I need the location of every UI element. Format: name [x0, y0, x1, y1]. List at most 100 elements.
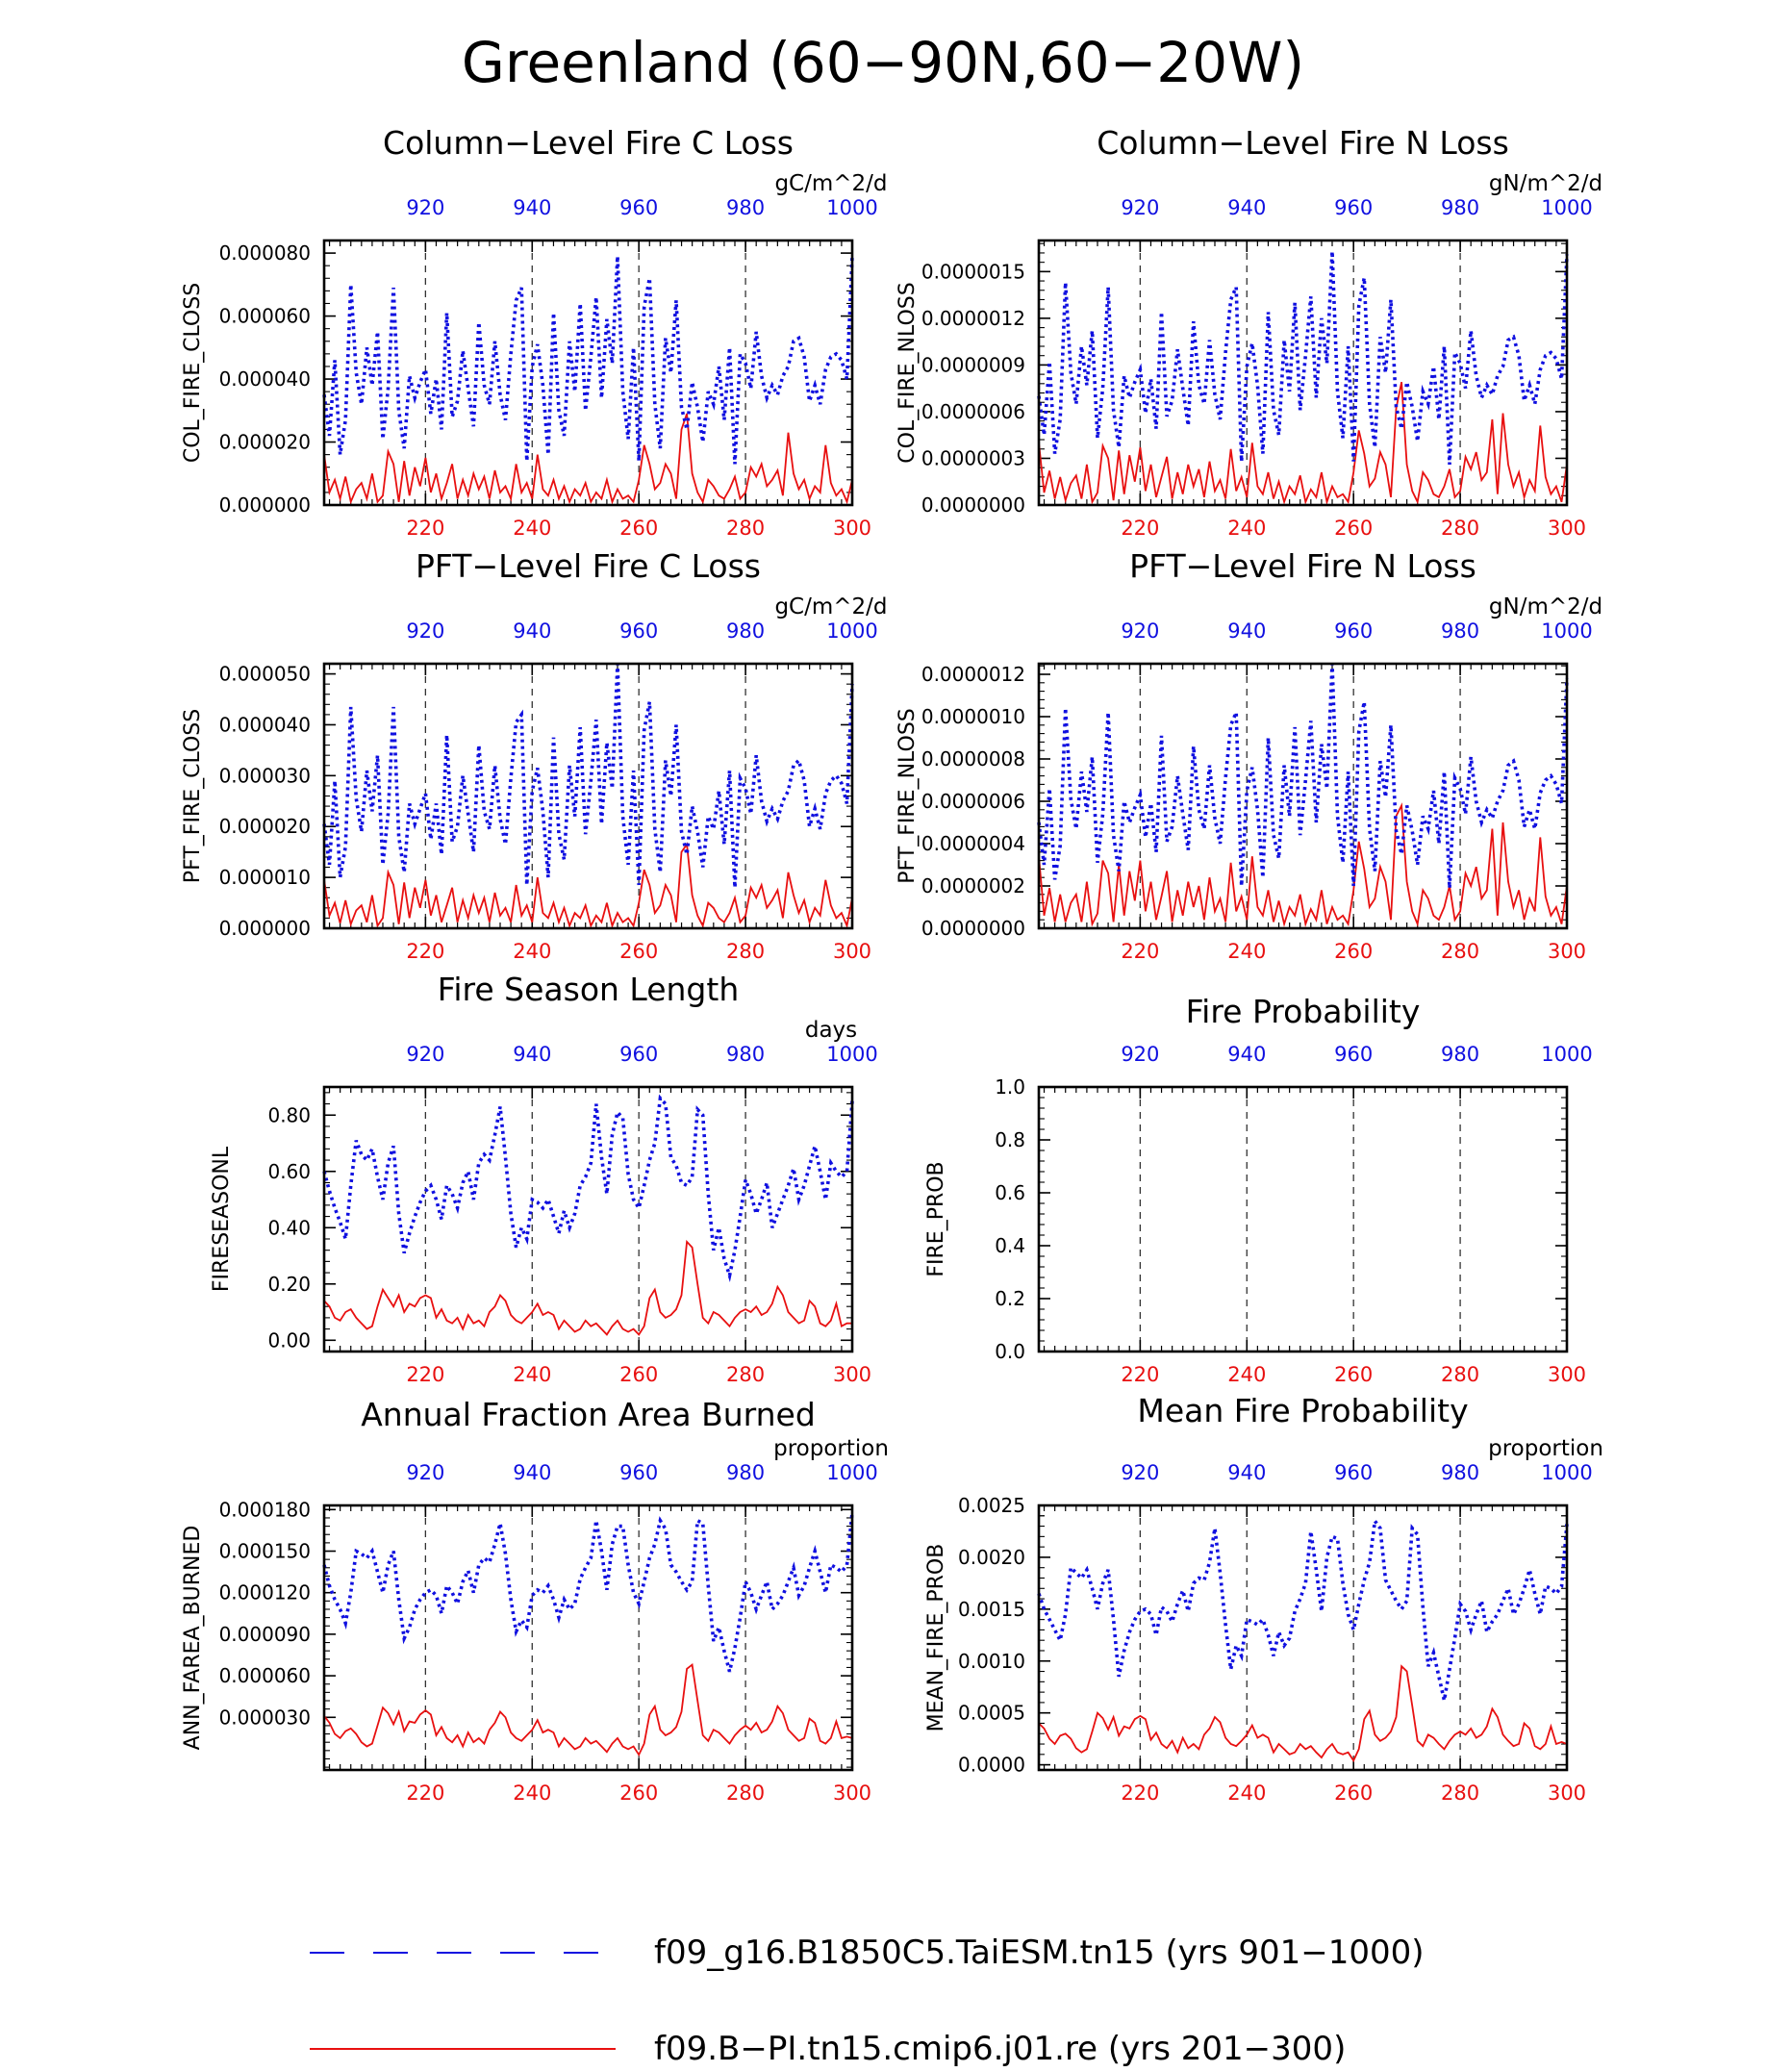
x-top-tick-label: 960: [1334, 196, 1373, 219]
y-tick-label: 0.000030: [219, 764, 311, 787]
series-line-red: [323, 1239, 852, 1336]
chart-panel-2: Column−Level Fire N Loss gN/m^2/d 220 240 26…: [896, 124, 1602, 540]
x-top-tick-label: 940: [1227, 196, 1266, 219]
x-bottom-tick-label: 220: [1121, 1363, 1159, 1386]
series-line-blue: [1037, 663, 1569, 889]
x-top-tick-label: 960: [1334, 1461, 1373, 1484]
plot-frame: [322, 239, 854, 507]
y-tick-label: 0.0000015: [921, 260, 1025, 283]
x-bottom-tick-label: 280: [1441, 1781, 1479, 1805]
y-axis-label: PFT_FIRE_NLOSS: [896, 708, 920, 883]
x-bottom-tick-label: 260: [619, 517, 658, 540]
y-tick-label: 0.20: [267, 1273, 311, 1296]
x-top-tick-label: 960: [619, 196, 658, 219]
series-line-red: [1038, 1664, 1568, 1763]
y-tick-label: 0.000000: [219, 917, 311, 940]
y-tick-label: 0.0025: [958, 1494, 1025, 1517]
series-line-blue: [322, 663, 854, 888]
x-bottom-tick-label: 220: [406, 517, 444, 540]
x-bottom-tick-label: 240: [1227, 1363, 1266, 1386]
x-bottom-tick-label: 280: [726, 1363, 765, 1386]
x-bottom-tick-label: 260: [619, 940, 658, 963]
x-top-tick-label: 1000: [1541, 619, 1592, 643]
x-bottom-tick-label: 260: [1334, 1781, 1373, 1805]
y-tick-label: 0.000040: [219, 367, 311, 391]
y-tick-label: 0.60: [267, 1160, 311, 1183]
y-tick-label: 0.0000009: [921, 353, 1025, 376]
x-top-tick-label: 920: [1121, 196, 1159, 219]
y-tick-label: 0.0000: [958, 1754, 1025, 1777]
y-tick-label: 0.000060: [219, 305, 311, 328]
x-bottom-tick-label: 300: [833, 1781, 871, 1805]
chart-title: Annual Fraction Area Burned: [361, 1396, 816, 1433]
y-axis-label: PFT_FIRE_CLOSS: [181, 709, 205, 883]
y-tick-label: 0.000150: [219, 1540, 311, 1563]
y-tick-label: 0.2: [995, 1287, 1025, 1310]
x-bottom-tick-label: 280: [726, 940, 765, 963]
x-top-tick-label: 1000: [826, 1043, 877, 1066]
y-tick-label: 0.0: [995, 1340, 1025, 1363]
x-top-tick-label: 1000: [1541, 1043, 1592, 1066]
series-line-blue: [1037, 1516, 1569, 1702]
x-top-tick-label: 920: [406, 1461, 444, 1484]
chart-panel-3: PFT−Level Fire C Loss gC/m^2/d 220 240 260 28…: [181, 547, 888, 963]
x-bottom-tick-label: 300: [833, 1363, 871, 1386]
x-top-tick-label: 980: [1441, 619, 1479, 643]
y-tick-label: 0.0000012: [921, 663, 1025, 686]
legend: f09_g16.B1850C5.TaiESM.tn15 (yrs 901−100…: [310, 1933, 1425, 2068]
y-tick-label: 0.000180: [219, 1498, 311, 1521]
x-top-tick-label: 1000: [1541, 196, 1592, 219]
x-top-tick-label: 940: [513, 1461, 551, 1484]
x-top-tick-label: 960: [1334, 1043, 1373, 1066]
x-bottom-tick-label: 220: [1121, 517, 1159, 540]
y-tick-label: 0.0000006: [921, 400, 1025, 423]
x-bottom-tick-label: 280: [726, 1781, 765, 1805]
y-tick-label: 0.0000000: [921, 917, 1025, 940]
x-top-tick-label: 960: [619, 619, 658, 643]
x-top-tick-label: 940: [513, 619, 551, 643]
y-tick-label: 0.000020: [219, 431, 311, 454]
y-tick-label: 0.6: [995, 1181, 1025, 1204]
x-top-tick-label: 980: [726, 1043, 765, 1066]
x-top-tick-label: 980: [1441, 1043, 1479, 1066]
x-bottom-tick-label: 220: [406, 940, 444, 963]
series-line-blue: [322, 1512, 854, 1673]
x-top-tick-label: 1000: [826, 619, 877, 643]
chart-title: Column−Level Fire N Loss: [1097, 124, 1509, 162]
plot-frame: [1037, 1085, 1569, 1353]
x-bottom-tick-label: 240: [1227, 517, 1266, 540]
x-bottom-tick-label: 280: [1441, 1363, 1479, 1386]
x-top-tick-label: 960: [1334, 619, 1373, 643]
chart-panel-7: Annual Fraction Area Burned proportion 220…: [181, 1396, 889, 1805]
x-bottom-tick-label: 220: [406, 1781, 444, 1805]
x-bottom-tick-label: 260: [1334, 940, 1373, 963]
chart-title: PFT−Level Fire N Loss: [1129, 547, 1476, 585]
y-tick-label: 0.0000000: [921, 493, 1025, 517]
x-top-tick-label: 980: [726, 619, 765, 643]
y-axis-label: MEAN_FIRE_PROB: [924, 1544, 948, 1732]
x-top-tick-label: 920: [1121, 1043, 1159, 1066]
y-tick-label: 0.8: [995, 1128, 1025, 1151]
x-top-tick-label: 980: [726, 196, 765, 219]
y-tick-label: 0.0020: [958, 1546, 1025, 1569]
series-line-blue: [322, 1094, 854, 1283]
x-bottom-tick-label: 260: [1334, 517, 1373, 540]
x-bottom-tick-label: 240: [513, 517, 551, 540]
series-line-red: [1038, 382, 1568, 506]
legend-label-2: f09.B−PI.tn15.cmip6.j01.re (yrs 201−300): [654, 2030, 1346, 2068]
x-bottom-tick-label: 240: [513, 1363, 551, 1386]
y-tick-label: 0.000000: [219, 493, 311, 517]
y-tick-label: 0.40: [267, 1216, 311, 1239]
x-top-tick-label: 940: [513, 196, 551, 219]
x-bottom-tick-label: 280: [726, 517, 765, 540]
y-tick-label: 0.000040: [219, 713, 311, 736]
y-tick-label: 0.000030: [219, 1706, 311, 1729]
y-tick-label: 0.000010: [219, 866, 311, 889]
x-bottom-tick-label: 220: [406, 1363, 444, 1386]
y-tick-label: 0.000080: [219, 241, 311, 265]
chart-panel-6: Fire Probability 220 240 260 280 300 920 940 960…: [924, 993, 1593, 1386]
y-axis-label: COL_FIRE_CLOSS: [181, 283, 205, 463]
chart-title: Fire Probability: [1186, 993, 1421, 1030]
x-bottom-tick-label: 280: [1441, 940, 1479, 963]
